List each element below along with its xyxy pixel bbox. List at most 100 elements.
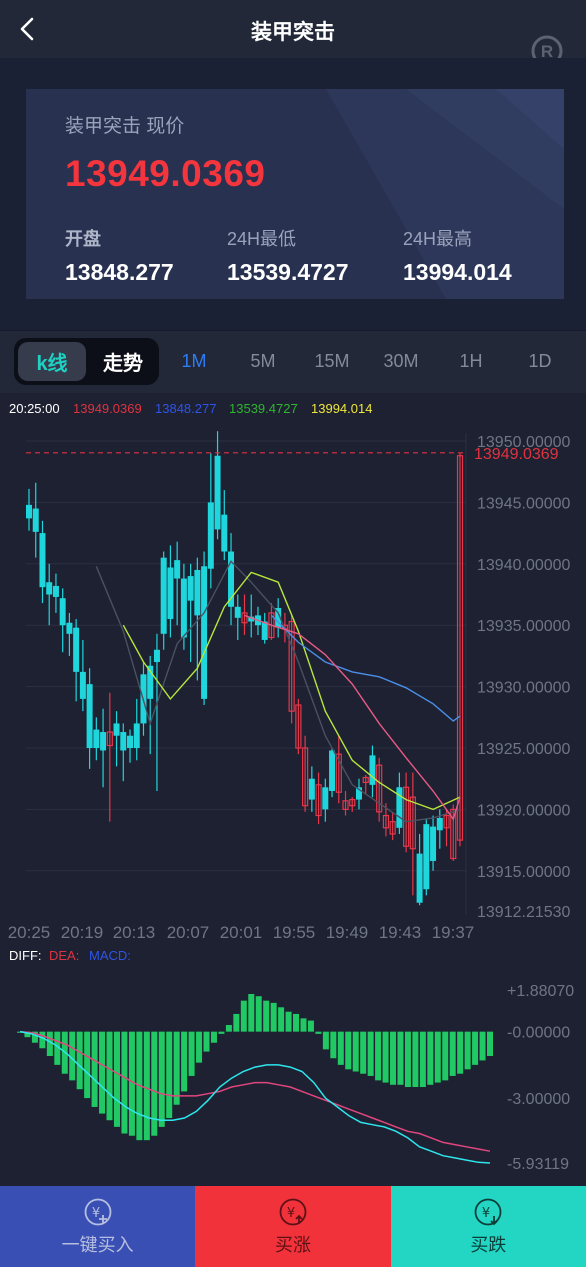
legend-value: 13848.277	[155, 401, 216, 416]
macd-histogram-bar	[255, 996, 262, 1032]
low-stat: 24H最低 13539.4727	[227, 225, 349, 286]
candle-body	[201, 566, 208, 699]
price-axis-label: 13950.00000	[477, 434, 571, 451]
macd-histogram-bar	[464, 1031, 471, 1070]
candle-body	[369, 755, 376, 785]
page-title: 装甲突击	[251, 21, 335, 44]
candle-body	[268, 612, 275, 639]
candle-body	[73, 627, 80, 672]
macd-histogram-bar	[143, 1031, 150, 1141]
buy-up-button[interactable]: ¥ 买涨	[195, 1186, 391, 1267]
candle-body	[261, 621, 268, 640]
macd-histogram-bar	[427, 1031, 434, 1085]
macd-histogram-bar	[54, 1031, 61, 1065]
tab-trend[interactable]: 走势	[103, 353, 143, 375]
macd-histogram-bar	[360, 1031, 367, 1074]
macd-histogram-bar	[218, 1031, 225, 1034]
candle-body	[295, 704, 302, 749]
registered-mark-icon: R	[530, 34, 564, 58]
kline-chart-svg[interactable]: 20:25:00 13949.0369 13848.277 13539.4727 139…	[0, 393, 586, 1186]
candle-body	[180, 578, 187, 638]
macd-histogram-bar	[397, 1031, 404, 1085]
candle-body	[187, 576, 194, 601]
macd-histogram-bar	[31, 1031, 38, 1043]
candle-body	[93, 729, 100, 749]
macd-histogram-bar	[412, 1031, 419, 1088]
candle-body	[59, 598, 66, 626]
macd-histogram-bar	[69, 1031, 76, 1081]
macd-histogram-bar	[307, 1020, 314, 1032]
candle-body	[403, 786, 410, 847]
macd-histogram-bar	[315, 1031, 322, 1034]
price-axis-label: 13925.00000	[477, 741, 571, 758]
candle-body	[315, 784, 322, 817]
macd-histogram-bar	[352, 1031, 359, 1072]
one-click-buy-label: 一键买入	[61, 1234, 134, 1255]
current-price-label: 装甲突击 现价	[65, 116, 185, 137]
candle-body	[436, 817, 443, 831]
candle-body	[100, 732, 107, 751]
macd-histogram-bar	[24, 1031, 31, 1038]
candle-body	[39, 533, 46, 588]
candle-body	[241, 612, 248, 624]
candle-body	[207, 502, 214, 569]
period-15m[interactable]: 15M	[314, 351, 350, 371]
tab-kline[interactable]: k线	[18, 342, 86, 381]
open-stat: 开盘 13848.277	[65, 225, 174, 286]
card-decoration	[326, 89, 564, 299]
svg-text:¥: ¥	[92, 1206, 100, 1221]
candle-body	[79, 671, 86, 699]
period-1m[interactable]: 1M	[181, 351, 207, 371]
candle-body	[106, 731, 113, 747]
macd-histogram-bar	[203, 1031, 210, 1052]
legend-time: 20:25:00	[9, 401, 60, 416]
candle-body	[52, 585, 59, 597]
candle-body	[234, 606, 241, 618]
current-price: 13949.0369	[65, 153, 266, 194]
macd-histogram-bar	[233, 1013, 240, 1032]
candle-body	[430, 826, 437, 861]
macd-histogram-bar	[225, 1025, 232, 1032]
period-1d[interactable]: 1D	[528, 351, 552, 371]
candle-body	[382, 814, 390, 829]
time-axis-label: 20:25	[8, 923, 51, 942]
kline-chart[interactable]: 20:25:00 13949.0369 13848.277 13539.4727 139…	[0, 393, 586, 1186]
legend-value: 13539.4727	[229, 401, 298, 416]
candle-body	[396, 787, 403, 828]
time-axis-label: 20:01	[220, 923, 263, 942]
macd-histogram-bar	[322, 1031, 329, 1050]
macd-histogram-bar	[166, 1031, 173, 1119]
ma-line-blue	[270, 614, 461, 722]
price-axis-label: 13920.00000	[477, 802, 571, 819]
legend-value: 13994.014	[311, 401, 372, 416]
macd-histogram-bar	[382, 1031, 389, 1083]
candle-body	[214, 455, 221, 530]
period-5m[interactable]: 5M	[250, 351, 276, 371]
price-axis-label: 13912.21530	[477, 904, 571, 921]
macd-histogram-bar	[121, 1031, 128, 1134]
time-axis-label: 19:37	[432, 923, 475, 942]
high-value: 13994.014	[403, 259, 512, 285]
time-axis-label: 20:13	[113, 923, 156, 942]
one-click-buy-button[interactable]: ¥ 一键买入	[0, 1186, 196, 1267]
svg-text:¥: ¥	[287, 1206, 295, 1221]
candle-body	[335, 753, 342, 793]
candle-body	[288, 620, 295, 712]
macd-histogram-bar	[46, 1031, 53, 1057]
candle-body	[376, 764, 383, 813]
macd-histogram-bar	[457, 1031, 464, 1074]
candle-body	[322, 787, 329, 810]
quote-card: 装甲突击 现价 13949.0369 开盘 13848.277 24H最低 13…	[26, 89, 564, 299]
macd-histogram-bar	[158, 1031, 165, 1127]
period-30m[interactable]: 30M	[383, 351, 419, 371]
back-button[interactable]	[14, 14, 40, 44]
period-1h[interactable]: 1H	[459, 351, 483, 371]
buy-down-button[interactable]: ¥ 买跌	[390, 1186, 586, 1267]
chevron-left-icon	[20, 17, 34, 41]
ma-line-pink	[244, 614, 461, 821]
candle-body	[443, 814, 450, 829]
macd-histogram-bar	[449, 1031, 456, 1076]
macd-histogram-bar	[248, 994, 255, 1032]
macd-histogram-bar	[39, 1031, 46, 1049]
candle-body	[389, 821, 396, 835]
